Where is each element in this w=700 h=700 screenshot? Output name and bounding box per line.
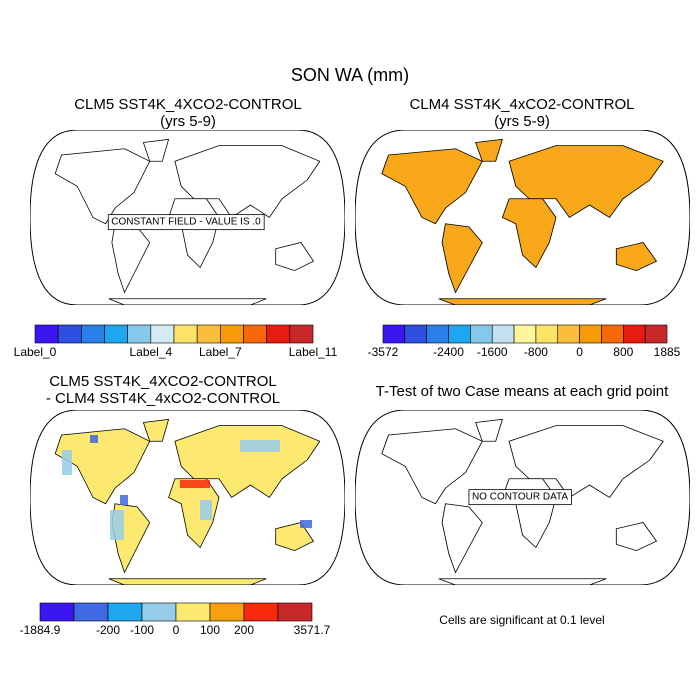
colorbar-box — [209, 602, 245, 622]
colorbar-box — [141, 602, 177, 622]
colorbar-box — [196, 324, 221, 344]
message: NO CONTOUR DATA — [472, 492, 568, 503]
colorbar-box — [220, 324, 244, 344]
colorbar-box — [39, 602, 75, 622]
colorbar-box — [175, 602, 211, 622]
colorbar-box — [382, 324, 406, 344]
colorbar-box — [579, 324, 602, 344]
colorbar-box — [491, 324, 515, 344]
colorbar-label: 800 — [613, 345, 633, 359]
colorbar-label: 1885 — [654, 345, 681, 359]
panel-title: CLM5 SST4K_4XCO2-CONTROL — [49, 373, 277, 390]
colorbar-box — [513, 324, 537, 344]
colorbar-box — [107, 602, 143, 622]
colorbar-box — [470, 324, 493, 344]
colorbar-box — [173, 324, 198, 344]
colorbar-box — [289, 324, 314, 344]
colorbar-label: -800 — [524, 345, 548, 359]
panel-title: (yrs 5-9) — [160, 113, 216, 130]
colorbar-label: 200 — [234, 623, 254, 637]
colorbar-label: 100 — [200, 623, 220, 637]
colorbar-box — [266, 324, 291, 344]
colorbar-box — [557, 324, 580, 344]
colorbar-label: Label_11 — [289, 345, 338, 359]
colorbar-box — [57, 324, 82, 344]
colorbar-label: 0 — [173, 623, 180, 637]
colorbar-label: Label_0 — [14, 345, 57, 359]
colorbar-box — [243, 324, 267, 344]
message-box — [468, 489, 572, 506]
colorbar-box — [623, 324, 646, 344]
colorbar-box — [404, 324, 427, 344]
map-land — [54, 418, 321, 585]
colorbar-label: 0 — [576, 345, 583, 359]
colorbar-box — [81, 324, 105, 344]
colorbar-box — [34, 324, 59, 344]
colorbar-box — [448, 324, 471, 344]
colorbar-box — [601, 324, 624, 344]
colorbar-label: Label_7 — [199, 345, 242, 359]
panel-title: CLM5 SST4K_4XCO2-CONTROL — [74, 96, 302, 113]
colorbar-label: 3571.7 — [294, 623, 331, 637]
colorbar-label: Label_4 — [129, 345, 172, 359]
colorbar-label: -1600 — [477, 345, 508, 359]
colorbar-box — [104, 324, 128, 344]
colorbar-label: -1884.9 — [20, 623, 61, 637]
colorbar-label: -2400 — [433, 345, 464, 359]
map-blotches — [62, 435, 312, 540]
colorbar-box — [127, 324, 152, 344]
panel-title: (yrs 5-9) — [494, 113, 550, 130]
colorbar-label: -100 — [130, 623, 154, 637]
colorbar-label: -3572 — [368, 345, 399, 359]
note: Cells are significant at 0.1 level — [439, 613, 604, 627]
colorbar-box — [426, 324, 449, 344]
panel-title: CLM4 SST4K_4xCO2-CONTROL — [409, 96, 634, 113]
colorbar-box — [150, 324, 175, 344]
colorbar-box — [73, 602, 109, 622]
figure-title: SON WA (mm) — [291, 65, 409, 85]
message-box — [107, 214, 265, 231]
colorbar-box — [535, 324, 559, 344]
panel-title: T-Test of two Case means at each grid po… — [376, 383, 669, 400]
message: CONSTANT FIELD - VALUE IS .0 — [111, 217, 261, 228]
colorbar-label: -200 — [96, 623, 120, 637]
map-land — [381, 138, 664, 305]
colorbar-box — [644, 324, 668, 344]
panel-title: - CLM4 SST4K_4xCO2-CONTROL — [46, 390, 280, 407]
colorbar-box — [243, 602, 279, 622]
colorbar-box — [277, 602, 313, 622]
